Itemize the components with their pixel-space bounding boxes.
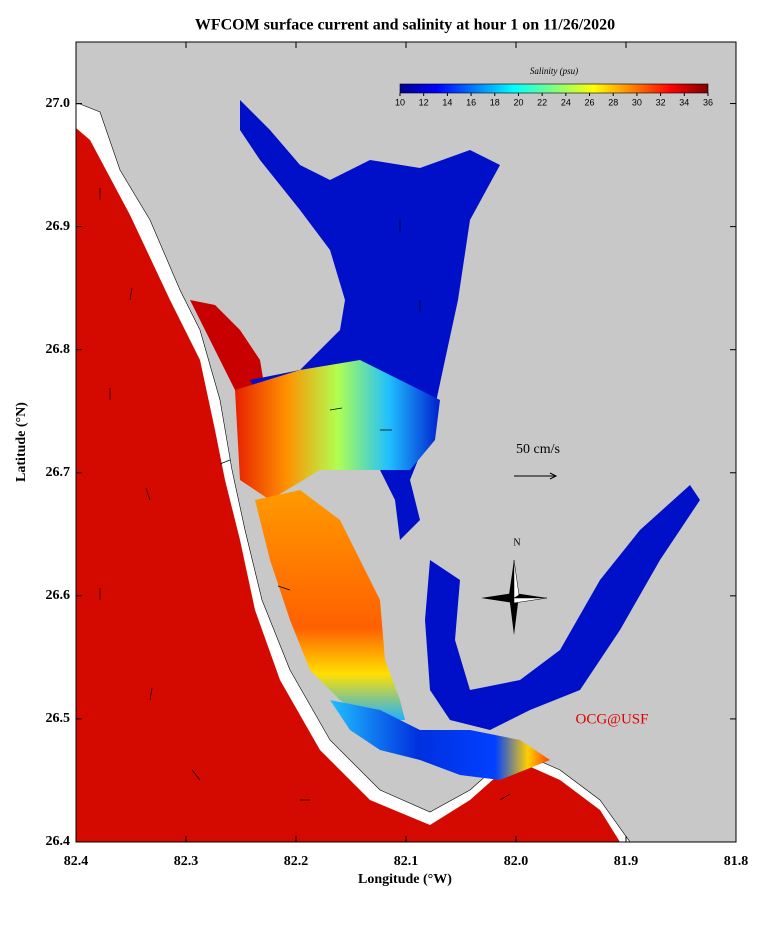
x-tick-label: 82.3 bbox=[174, 854, 199, 869]
compass bbox=[481, 559, 548, 635]
colorbar-tick-label: 20 bbox=[513, 97, 523, 107]
y-tick-label: 27.0 bbox=[46, 96, 71, 111]
colorbar-tick-label: 36 bbox=[703, 97, 713, 107]
x-tick-label: 82.4 bbox=[64, 854, 89, 869]
colorbar bbox=[399, 83, 709, 94]
colorbar-label: Salinity (psu) bbox=[530, 66, 578, 76]
bay-north bbox=[190, 300, 265, 400]
compass-label: N bbox=[513, 537, 520, 548]
current-arrows bbox=[99, 188, 511, 801]
x-tick-label: 82.1 bbox=[394, 854, 419, 869]
x-axis-label: Longitude (°W) bbox=[358, 872, 452, 887]
gulf-water bbox=[76, 128, 620, 842]
colorbar-tick-label: 16 bbox=[466, 97, 476, 107]
colorbar-tick-label: 34 bbox=[679, 97, 689, 107]
harbor-mouth bbox=[235, 360, 440, 500]
colorbar-tick-label: 28 bbox=[608, 97, 618, 107]
scale-arrowhead bbox=[549, 472, 558, 480]
y-axis-label: Latitude (°N) bbox=[14, 402, 29, 482]
map-title: WFCOM surface current and salinity at ho… bbox=[195, 17, 615, 34]
x-tick-label: 82.0 bbox=[504, 854, 529, 869]
y-tick-label: 26.4 bbox=[46, 834, 71, 849]
credit: OCG@USF bbox=[575, 711, 648, 727]
colorbar-tick-label: 26 bbox=[585, 97, 595, 107]
y-tick-label: 26.5 bbox=[46, 711, 71, 726]
scale-label: 50 cm/s bbox=[516, 442, 560, 457]
caloosahatchee bbox=[425, 485, 700, 730]
san-carlos-bay bbox=[330, 700, 550, 780]
colorbar-tick-label: 10 bbox=[395, 97, 405, 107]
colorbar-tick-label: 22 bbox=[537, 97, 547, 107]
x-tick-label: 82.2 bbox=[284, 854, 309, 869]
y-tick-label: 26.7 bbox=[46, 465, 71, 480]
colorbar-tick-label: 24 bbox=[561, 97, 571, 107]
colorbar-tick-label: 30 bbox=[632, 97, 642, 107]
pine-island-sound bbox=[255, 490, 405, 720]
y-tick-label: 26.9 bbox=[46, 219, 71, 234]
colorbar-tick-label: 18 bbox=[490, 97, 500, 107]
colorbar-tick-label: 12 bbox=[419, 97, 429, 107]
y-tick-label: 26.6 bbox=[46, 588, 71, 603]
colorbar-tick-label: 14 bbox=[442, 97, 452, 107]
x-tick-label: 81.9 bbox=[614, 854, 639, 869]
colorbar-tick-label: 32 bbox=[656, 97, 666, 107]
x-tick-label: 81.8 bbox=[724, 854, 749, 869]
y-tick-label: 26.8 bbox=[46, 342, 71, 357]
